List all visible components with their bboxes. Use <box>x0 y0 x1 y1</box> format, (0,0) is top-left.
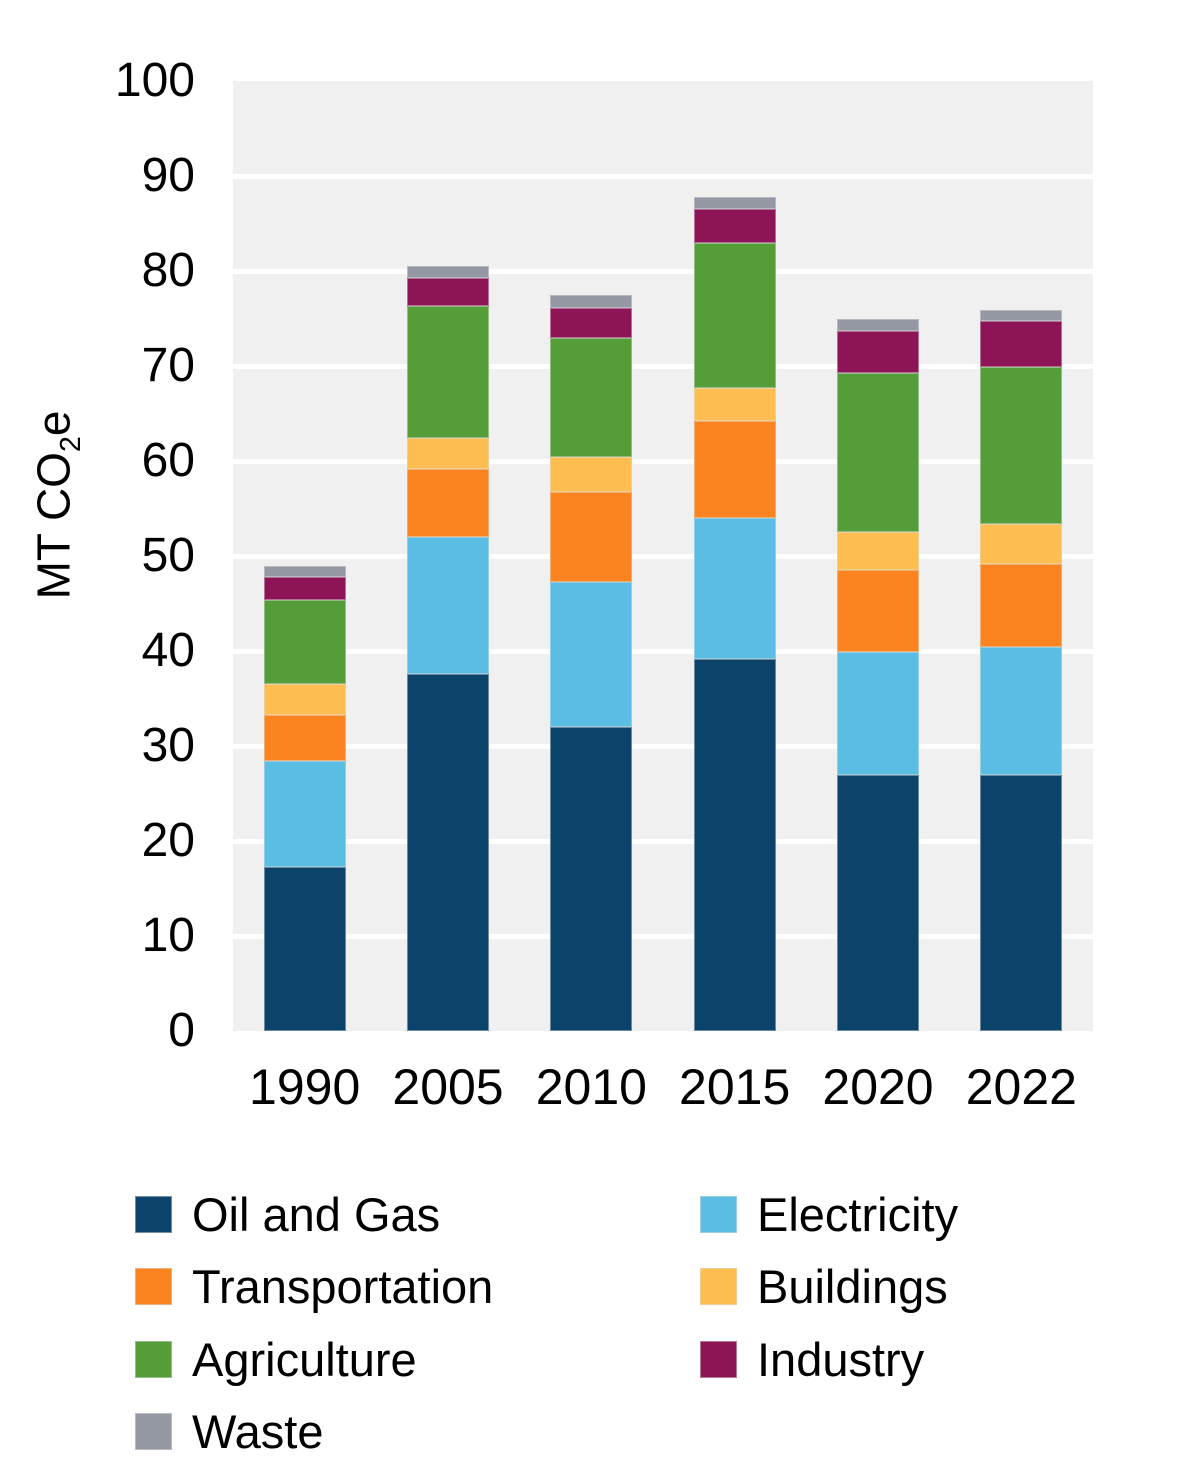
bar-segment-oil-and-gas-2015 <box>693 658 776 1031</box>
bar-segment-transportation-2005 <box>407 468 489 537</box>
y-tick-label-70: 70 <box>141 339 195 392</box>
y-tick-label-100: 100 <box>114 54 195 107</box>
bar-segment-transportation-2022 <box>980 563 1063 648</box>
legend-item-agriculture: Agriculture <box>135 1332 417 1386</box>
legend-swatch-electricity <box>700 1195 737 1233</box>
bar-segment-oil-and-gas-1990 <box>263 866 346 1031</box>
bar-segment-industry-2015 <box>693 209 776 244</box>
legend-swatch-buildings <box>700 1268 737 1305</box>
legend-swatch-oil-and-gas <box>135 1195 172 1233</box>
bar-segment-waste-2020 <box>837 318 919 331</box>
bar-segment-electricity-2020 <box>837 651 919 775</box>
y-tick-label-50: 50 <box>141 529 195 582</box>
bar-segment-agriculture-2020 <box>837 372 919 533</box>
legend-item-industry: Industry <box>700 1332 925 1386</box>
x-tick-label-2005: 2005 <box>392 1059 504 1115</box>
bar-segment-waste-1990 <box>263 566 346 577</box>
gridline-70 <box>233 363 1093 369</box>
y-tick-label-60: 60 <box>141 434 195 487</box>
legend-swatch-agriculture <box>135 1340 172 1378</box>
bar-segment-buildings-2010 <box>550 457 633 493</box>
x-tick-label-2022: 2022 <box>965 1059 1077 1115</box>
bar-segment-waste-2022 <box>980 309 1063 322</box>
legend-item-electricity: Electricity <box>700 1187 959 1241</box>
bar-segment-transportation-1990 <box>263 714 346 762</box>
bar-segment-electricity-2015 <box>693 518 776 659</box>
x-tick-label-2015: 2015 <box>679 1059 791 1115</box>
gridline-10 <box>233 933 1093 939</box>
gridline-80 <box>233 268 1093 274</box>
legend-item-buildings: Buildings <box>700 1260 948 1313</box>
bar-segment-agriculture-2022 <box>980 366 1063 524</box>
y-tick-label-80: 80 <box>141 244 195 297</box>
legend-label-waste: Waste <box>192 1405 324 1458</box>
bar-segment-electricity-1990 <box>263 761 346 867</box>
bar-segment-agriculture-1990 <box>263 599 346 685</box>
legend-label-buildings: Buildings <box>757 1260 948 1313</box>
bar-segment-waste-2010 <box>550 294 633 309</box>
bar-segment-agriculture-2005 <box>407 306 489 439</box>
gridline-30 <box>233 743 1093 749</box>
x-tick-label-2020: 2020 <box>822 1059 934 1115</box>
bar-segment-buildings-2022 <box>980 523 1063 564</box>
legend-swatch-waste <box>135 1413 172 1450</box>
bar-segment-agriculture-2010 <box>550 338 633 458</box>
bar-segment-buildings-1990 <box>263 684 346 715</box>
bar-segment-electricity-2005 <box>407 537 489 674</box>
bar-segment-buildings-2005 <box>407 438 489 469</box>
x-tick-label-2010: 2010 <box>535 1059 647 1115</box>
legend-label-oil-and-gas: Oil and Gas <box>192 1187 441 1241</box>
bar-segment-electricity-2022 <box>980 647 1063 775</box>
bar-segment-electricity-2010 <box>550 581 633 727</box>
legend-swatch-transportation <box>135 1268 172 1305</box>
legend-label-industry: Industry <box>757 1332 925 1386</box>
y-tick-label-20: 20 <box>141 814 195 867</box>
bar-segment-buildings-2020 <box>837 532 919 571</box>
bar-segment-transportation-2020 <box>837 570 919 652</box>
gridline-40 <box>233 648 1093 654</box>
legend-item-waste: Waste <box>135 1405 324 1458</box>
gridline-50 <box>233 553 1093 559</box>
bar-segment-agriculture-2015 <box>693 243 776 388</box>
x-tick-label-1990: 1990 <box>249 1059 361 1115</box>
legend-label-agriculture: Agriculture <box>192 1332 417 1386</box>
bar-segment-waste-2015 <box>693 196 776 210</box>
y-tick-label-90: 90 <box>141 149 195 202</box>
bar-segment-oil-and-gas-2005 <box>407 673 489 1031</box>
bar-segment-industry-2020 <box>837 330 919 373</box>
bar-segment-transportation-2010 <box>550 492 633 582</box>
y-tick-label-30: 30 <box>141 719 195 772</box>
bar-segment-waste-2005 <box>407 266 489 278</box>
bar-segment-industry-2022 <box>980 321 1063 367</box>
legend-label-electricity: Electricity <box>757 1187 959 1241</box>
bar-segment-industry-1990 <box>263 576 346 600</box>
plot-area <box>233 81 1093 1031</box>
bar-segment-oil-and-gas-2010 <box>550 727 633 1031</box>
gridline-60 <box>233 458 1093 464</box>
bar-segment-industry-2005 <box>407 277 489 307</box>
legend-swatch-industry <box>700 1340 737 1378</box>
bar-segment-oil-and-gas-2022 <box>980 774 1063 1031</box>
gridline-90 <box>233 173 1093 179</box>
bar-segment-transportation-2015 <box>693 421 776 518</box>
legend-item-transportation: Transportation <box>135 1260 494 1313</box>
bar-segment-buildings-2015 <box>693 387 776 422</box>
y-tick-label-10: 10 <box>141 909 195 962</box>
bar-segment-oil-and-gas-2020 <box>837 774 919 1031</box>
y-tick-label-0: 0 <box>168 1004 195 1057</box>
gridline-20 <box>233 838 1093 844</box>
legend-label-transportation: Transportation <box>192 1260 494 1313</box>
legend-item-oil-and-gas: Oil and Gas <box>135 1187 441 1241</box>
y-tick-label-40: 40 <box>141 624 195 677</box>
bar-segment-industry-2010 <box>550 308 633 339</box>
